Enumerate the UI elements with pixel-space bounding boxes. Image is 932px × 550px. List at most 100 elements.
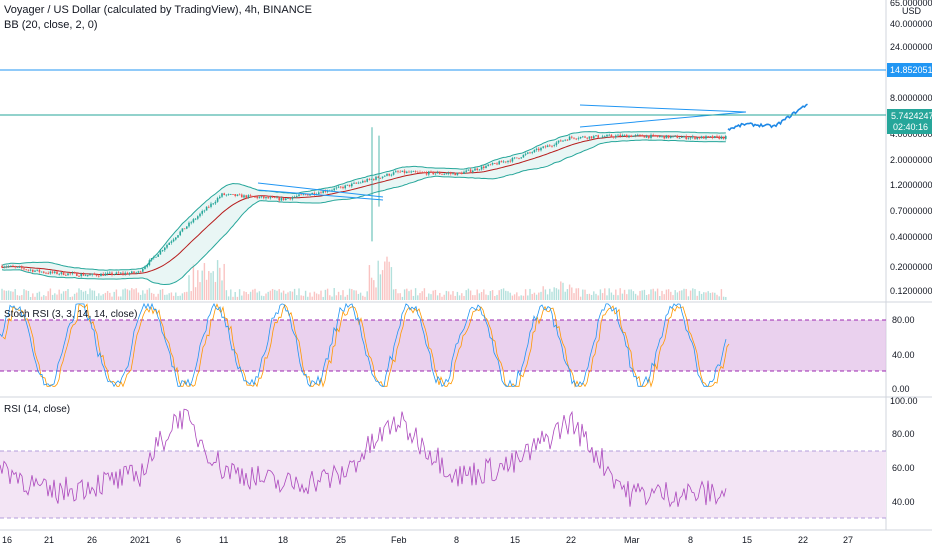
volume-bar (100, 295, 102, 300)
candle-body (469, 169, 472, 172)
volume-bar (252, 289, 254, 300)
volume-bar (689, 290, 692, 300)
volume-bar (128, 290, 131, 300)
candle-body (623, 134, 626, 136)
volume-bar (267, 291, 269, 300)
candle-body (542, 146, 544, 148)
candle-body (186, 226, 188, 229)
candle-body (434, 173, 437, 175)
candle-body (562, 140, 564, 142)
candle-body (571, 136, 573, 138)
volume-bar (144, 293, 146, 300)
candle-body (192, 219, 195, 223)
candle-body (225, 194, 228, 196)
volume-bar (494, 296, 496, 300)
volume-bar (91, 290, 93, 300)
candle-body (375, 176, 377, 180)
candle-body (269, 197, 272, 199)
volume-bar (353, 290, 355, 300)
volume-bar (582, 289, 584, 300)
volume-bar (588, 293, 591, 300)
candle-body (643, 136, 646, 138)
candle-body (630, 135, 632, 137)
volume-bar (593, 291, 595, 300)
volume-bar (227, 296, 230, 300)
volume-bar (401, 296, 404, 300)
volume-bar (109, 292, 111, 300)
volume-bar (483, 289, 485, 300)
volume-bar (443, 294, 445, 300)
candle-body (87, 275, 89, 276)
volume-bar (159, 289, 162, 300)
candle-body (531, 152, 533, 154)
candle-body (573, 137, 575, 139)
volume-bar (14, 289, 16, 300)
candle-body (443, 173, 445, 175)
trendline (579, 104, 747, 113)
candle-body (36, 269, 38, 271)
volume-bar (568, 284, 571, 300)
volume-bar (38, 291, 41, 300)
candle-body (335, 187, 338, 189)
volume-bar (408, 291, 410, 300)
candle-body (320, 192, 322, 194)
volume-bar (619, 288, 621, 300)
volume-bar (40, 296, 43, 300)
candle-body (293, 196, 296, 198)
candle-body (260, 196, 263, 198)
candle-body (311, 192, 313, 195)
candle-body (507, 160, 509, 163)
volume-bar (36, 292, 38, 300)
candle-body (359, 182, 362, 184)
candle-body (544, 146, 547, 148)
volume-bar (410, 289, 412, 300)
volume-bar (3, 290, 5, 300)
volume-bar (392, 289, 395, 300)
volume-bar (153, 293, 155, 300)
volume-bar (634, 293, 637, 300)
candle-body (29, 269, 32, 271)
candle-body (575, 138, 577, 140)
volume-bar (43, 295, 45, 300)
candle-body (368, 178, 371, 180)
volume-bar (320, 290, 322, 300)
candle-body (120, 272, 122, 274)
candle-body (568, 136, 571, 141)
candle-body (628, 135, 630, 138)
candle-body (126, 272, 129, 275)
volume-bar (150, 292, 153, 300)
volume-bar (98, 293, 100, 300)
candle-body (606, 134, 608, 137)
candle-body (654, 134, 657, 137)
volume-bar (139, 294, 142, 300)
candle-body (199, 213, 201, 217)
volume-bar (322, 296, 324, 300)
indicator-title: BB (20, close, 2, 0) (4, 19, 98, 31)
candle-body (641, 134, 643, 137)
candle-body (527, 152, 529, 154)
volume-bar (124, 288, 126, 300)
candle-body (388, 173, 390, 176)
volume-bar (183, 292, 186, 300)
volume-bar (234, 291, 236, 300)
volume-bar (236, 296, 239, 300)
volume-bar (155, 296, 157, 300)
stoch-tick: 80.00 (892, 315, 915, 325)
candle-body (458, 172, 461, 174)
candle-body (214, 201, 217, 204)
candle-body (645, 135, 648, 138)
candle-body (307, 194, 309, 196)
volume-bar (274, 289, 276, 300)
projection-path (727, 103, 808, 132)
candle-body (421, 172, 423, 173)
volume-bar (51, 294, 54, 300)
volume-bar (219, 267, 221, 300)
volume-bar (395, 288, 397, 300)
candle-body (362, 180, 364, 183)
volume-bar (104, 292, 107, 300)
volume-bar (318, 294, 320, 300)
volume-bar (692, 288, 694, 300)
bollinger-bands (1, 131, 726, 286)
candle-body (524, 153, 527, 155)
